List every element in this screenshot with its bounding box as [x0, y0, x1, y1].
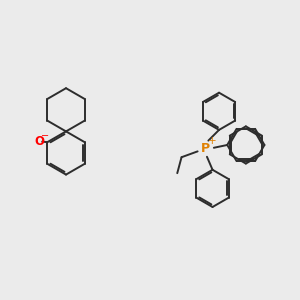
Text: O: O — [34, 135, 44, 148]
Text: P: P — [201, 142, 210, 155]
Text: +: + — [208, 136, 216, 146]
Text: −: − — [40, 131, 49, 142]
